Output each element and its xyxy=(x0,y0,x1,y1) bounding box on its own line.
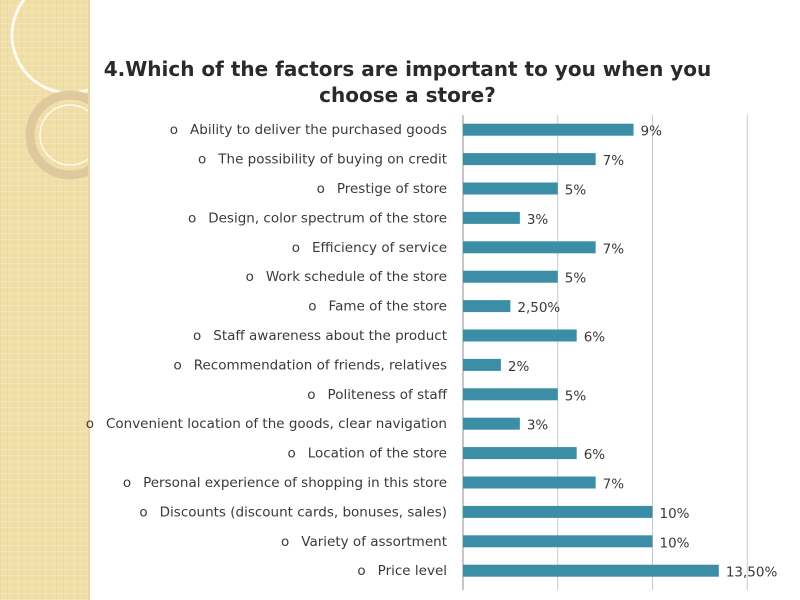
category-labels: o Ability to deliver the purchased goodso… xyxy=(86,122,448,579)
category-label: o Discounts (discount cards, bonuses, sal… xyxy=(139,504,447,520)
bar xyxy=(463,417,520,430)
bullet-marker: o xyxy=(357,563,365,579)
bullet-marker: o xyxy=(123,475,131,491)
category-label: o Design, color spectrum of the store xyxy=(188,210,447,226)
category-label: o Fame of the store xyxy=(308,299,447,315)
category-label: o Price level xyxy=(357,563,447,579)
bullet-marker: o xyxy=(173,357,181,373)
chart-title: 4.Which of the factors are important to … xyxy=(103,57,712,107)
bar xyxy=(463,535,653,548)
category-label: o Staff awareness about the product xyxy=(193,328,447,344)
bullet-marker: o xyxy=(170,122,178,138)
bar xyxy=(463,388,558,401)
data-label: 3% xyxy=(527,418,549,434)
data-label: 13,50% xyxy=(726,565,778,581)
category-label: o Politeness of staff xyxy=(307,387,447,403)
bar xyxy=(463,476,596,489)
data-label: 3% xyxy=(527,212,549,228)
bullet-marker: o xyxy=(188,210,196,226)
decorative-side-panel xyxy=(0,0,88,600)
bullet-marker: o xyxy=(281,534,289,550)
data-label: 5% xyxy=(565,183,587,199)
category-label: o The possibility of buying on credit xyxy=(198,152,447,168)
bullet-marker: o xyxy=(193,328,201,344)
data-label: 7% xyxy=(603,477,625,493)
bar xyxy=(463,447,577,460)
data-label: 9% xyxy=(641,124,663,140)
data-label: 2% xyxy=(508,359,530,375)
data-label: 2,50% xyxy=(517,300,560,316)
category-label: o Efficiency of service xyxy=(292,240,447,256)
data-label: 7% xyxy=(603,153,625,169)
bullet-marker: o xyxy=(308,299,316,315)
category-label: o Prestige of store xyxy=(317,181,447,197)
bar xyxy=(463,270,558,283)
category-label: o Variety of assortment xyxy=(281,534,447,550)
data-label: 10% xyxy=(660,535,690,551)
bar xyxy=(463,505,653,518)
bullet-marker: o xyxy=(287,446,295,462)
bar xyxy=(463,182,558,195)
category-label: o Work schedule of the store xyxy=(246,269,447,285)
bullet-marker: o xyxy=(139,504,147,520)
bullet-marker: o xyxy=(86,416,94,432)
bar xyxy=(463,329,577,342)
panel-divider xyxy=(88,0,90,600)
data-label: 6% xyxy=(584,330,606,346)
bullet-marker: o xyxy=(246,269,254,285)
bullet-marker: o xyxy=(307,387,315,403)
data-label: 10% xyxy=(660,506,690,522)
bullet-marker: o xyxy=(198,152,206,168)
bar xyxy=(463,358,501,371)
bar xyxy=(463,300,511,313)
category-label: o Convenient location of the goods, clear… xyxy=(86,416,447,432)
bar xyxy=(463,123,634,136)
category-label: o Personal experience of shopping in this… xyxy=(123,475,447,491)
bar xyxy=(463,564,719,577)
data-label: 5% xyxy=(565,388,587,404)
bullet-marker: o xyxy=(317,181,325,197)
data-label: 5% xyxy=(565,271,587,287)
category-label: o Recommendation of friends, relatives xyxy=(173,357,447,373)
bar xyxy=(463,211,520,224)
data-label: 7% xyxy=(603,241,625,257)
data-label: 6% xyxy=(584,447,606,463)
bar xyxy=(463,241,596,254)
value-labels: 9% 7% 5% 3% 7% 5% 2,50% 6% 2% 5% 3% 6% 7% 10% 10% 13,50… xyxy=(508,124,778,581)
bars xyxy=(463,123,719,577)
bar xyxy=(463,153,596,166)
bullet-marker: o xyxy=(292,240,300,256)
category-label: o Ability to deliver the purchased goods xyxy=(170,122,447,138)
decorative-circles xyxy=(10,0,88,180)
category-label: o Location of the store xyxy=(287,446,447,462)
